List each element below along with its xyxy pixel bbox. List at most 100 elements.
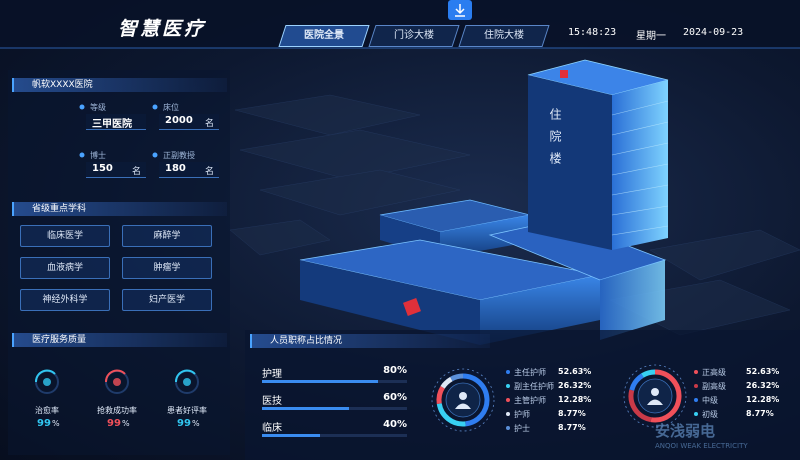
legend-value: 26.32% xyxy=(558,381,592,390)
stat-dot xyxy=(79,152,85,158)
donut-segment xyxy=(436,403,466,427)
donut-segment xyxy=(436,385,445,405)
legend-value: 12.28% xyxy=(558,395,592,404)
building-label: 住院楼 xyxy=(548,108,562,174)
donut-segment xyxy=(629,373,644,391)
legend-value: 8.77% xyxy=(746,409,774,418)
watermark: 安浅弱电 xyxy=(655,422,716,440)
quality-value: 99 xyxy=(177,418,191,429)
quality-icon xyxy=(104,369,126,383)
legend-dot xyxy=(506,426,510,430)
bar xyxy=(262,380,378,383)
stat-value-box: 三甲医院 xyxy=(86,114,146,130)
legend-dot xyxy=(694,370,698,374)
quality-icon xyxy=(174,369,196,383)
bar-label: 临床 xyxy=(262,423,282,434)
quality-unit: % xyxy=(122,419,130,428)
stat-unit: 名 xyxy=(205,119,215,129)
legend-label: 主管护师 xyxy=(514,396,546,405)
legend-dot xyxy=(506,384,510,388)
quality-icon xyxy=(34,369,56,383)
quality-unit: % xyxy=(192,419,200,428)
discipline-button[interactable]: 麻醉学 xyxy=(122,225,212,247)
bar-label: 护理 xyxy=(262,369,282,380)
stat-value-box: 180 名 xyxy=(159,162,219,178)
panel-header: 帆软XXXX医院 xyxy=(12,78,227,92)
stat-value: 180 xyxy=(165,163,186,174)
bar xyxy=(262,407,349,410)
legend-label: 护师 xyxy=(514,410,530,419)
legend-value: 52.63% xyxy=(558,367,592,376)
stat-dot xyxy=(152,152,158,158)
date: 2024-09-23 xyxy=(683,27,744,38)
nav-tab[interactable]: 门诊大楼 xyxy=(368,25,460,47)
legend-label: 正高级 xyxy=(702,368,726,377)
stat-label: 博士 xyxy=(90,151,106,160)
donut-segment xyxy=(641,369,656,378)
stat-value-box: 2000 名 xyxy=(159,114,219,130)
weekday: 星期一 xyxy=(636,31,666,42)
quality-label: 抢救成功率 xyxy=(97,406,137,415)
legend-label: 中级 xyxy=(702,396,718,405)
donut-segment xyxy=(650,369,682,423)
donut-icon xyxy=(651,388,659,396)
legend-value: 8.77% xyxy=(558,423,586,432)
stat-unit: 名 xyxy=(205,167,215,177)
stat-value: 2000 xyxy=(165,115,193,126)
tab-label[interactable]: 门诊大楼 xyxy=(394,30,434,41)
discipline-button[interactable]: 神经外科学 xyxy=(20,289,110,311)
nav-tab[interactable]: 医院全景 xyxy=(278,25,370,47)
legend-dot xyxy=(506,370,510,374)
legend-value: 12.28% xyxy=(746,395,780,404)
bar-value: 40% xyxy=(383,419,407,430)
quality-icon-core xyxy=(183,378,191,386)
donut-icon xyxy=(647,399,663,405)
discipline-button[interactable]: 妇产医学 xyxy=(122,289,212,311)
bar-value: 80% xyxy=(383,365,407,376)
legend-label: 护士 xyxy=(514,424,530,433)
legend-dot xyxy=(506,412,510,416)
donut-segment xyxy=(450,373,464,382)
bar-track xyxy=(262,434,407,437)
hospital-sign xyxy=(560,70,568,78)
donut-ring xyxy=(623,364,687,428)
legend-dot xyxy=(694,398,698,402)
stat-label: 正副教授 xyxy=(163,151,195,160)
stat-label: 等级 xyxy=(90,103,106,112)
legend-label: 副主任护师 xyxy=(514,382,554,391)
stat-value: 三甲医院 xyxy=(92,119,132,130)
discipline-button[interactable]: 血液病学 xyxy=(20,257,110,279)
bar-label: 医技 xyxy=(262,396,282,407)
donut-ring xyxy=(431,368,495,432)
quality-label: 治愈率 xyxy=(35,406,59,415)
panel-header: 省级重点学科 xyxy=(12,202,227,216)
stat-dot xyxy=(79,104,85,110)
donut-segment xyxy=(440,376,453,389)
legend-dot xyxy=(694,412,698,416)
tab-label[interactable]: 住院大楼 xyxy=(484,30,524,41)
quality-icon-core xyxy=(43,378,51,386)
watermark: ANQOI WEAK ELECTRICITY xyxy=(655,442,748,450)
bar-value: 60% xyxy=(383,392,407,403)
bar xyxy=(262,434,320,437)
quality-label: 患者好评率 xyxy=(167,406,207,415)
stat-dot xyxy=(152,104,158,110)
legend-label: 主任护师 xyxy=(514,368,546,377)
app-title: 智慧医疗 xyxy=(118,18,207,40)
legend-value: 8.77% xyxy=(558,409,586,418)
legend-dot xyxy=(694,384,698,388)
quality-icon-core xyxy=(113,378,121,386)
stat-value: 150 xyxy=(92,163,113,174)
discipline-button[interactable]: 临床医学 xyxy=(20,225,110,247)
donut-icon xyxy=(455,403,471,409)
legend-value: 26.32% xyxy=(746,381,780,390)
stat-label: 床位 xyxy=(163,103,179,112)
tab-label[interactable]: 医院全景 xyxy=(304,30,344,41)
stat-unit: 名 xyxy=(132,167,142,177)
discipline-button[interactable]: 肿瘤学 xyxy=(122,257,212,279)
legend-label: 初级 xyxy=(702,410,718,419)
donut-icon xyxy=(459,392,467,400)
donut-segment xyxy=(628,389,652,423)
nav-tab[interactable]: 住院大楼 xyxy=(458,25,550,47)
